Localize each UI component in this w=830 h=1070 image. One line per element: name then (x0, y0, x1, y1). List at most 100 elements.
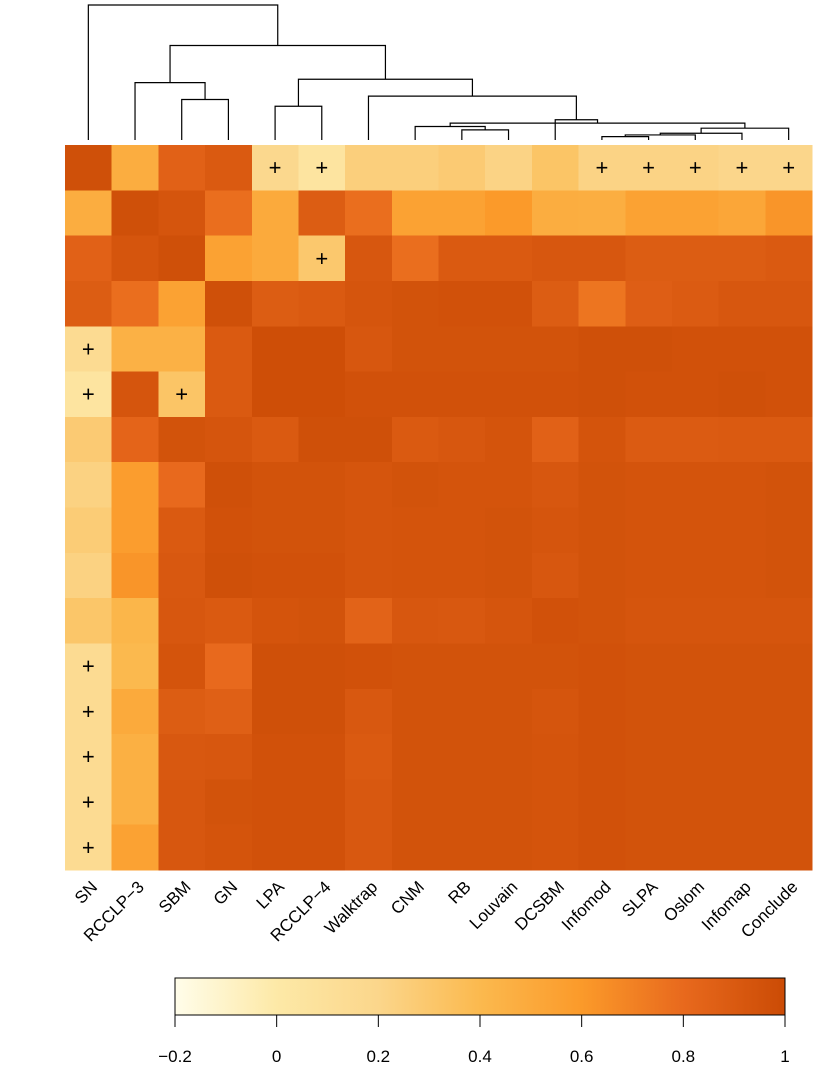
heatmap-cell-r10-c2 (158, 598, 206, 645)
heatmap-cell-r5-c1 (111, 371, 159, 418)
heatmap-cell-r2-c11 (578, 235, 626, 282)
heatmap-cell-r13-c6 (345, 734, 393, 780)
heatmap-cell-r9-c6 (345, 552, 393, 599)
heatmap-cell-r0-c4 (251, 145, 300, 191)
column-dendrogram (87, 4, 790, 140)
heatmap-cell-r5-c8 (438, 371, 486, 418)
heatmap-cell-r12-c4 (251, 688, 300, 735)
heatmap-cell-r14-c13 (671, 779, 720, 826)
column-label-11: Infomod (558, 877, 615, 934)
heatmap-cell-r14-c11 (578, 779, 626, 826)
heatmap-cell-r4-c10 (531, 326, 580, 373)
heatmap-cell-r13-c4 (251, 734, 300, 780)
heatmap-cell-r3-c13 (671, 280, 720, 327)
heatmap-cell-r6-c12 (625, 416, 673, 463)
heatmap-cell-r12-c10 (531, 688, 580, 735)
heatmap-cell-r10-c3 (205, 598, 253, 645)
heatmap-cell-r2-c8 (438, 235, 486, 282)
dendrogram-merge-1 (601, 136, 650, 140)
heatmap-cell-r6-c5 (298, 416, 346, 463)
heatmap-cell-r13-c2 (158, 734, 206, 780)
heatmap-cell-r15-c6 (345, 824, 393, 871)
heatmap-cell-r11-c6 (345, 643, 393, 690)
heatmap-cell-r14-c6 (345, 779, 393, 826)
heatmap-cell-r1-c11 (578, 190, 626, 237)
heatmap-cell-r10-c6 (345, 598, 393, 645)
heatmap-cell-r0-c12 (625, 145, 673, 191)
heatmap-cell-r8-c14 (718, 507, 766, 554)
heatmap-cell-r13-c7 (391, 734, 440, 780)
heatmap-cell-r9-c1 (111, 552, 159, 599)
heatmap-cell-r13-c0 (65, 734, 113, 780)
heatmap-cell-r8-c4 (251, 507, 300, 554)
heatmap-cell-r1-c3 (205, 190, 253, 237)
heatmap-cell-r1-c7 (391, 190, 440, 237)
heatmap-cell-r15-c11 (578, 824, 626, 871)
plus-mark-r15-c0: + (82, 835, 95, 860)
dendrogram-merge-3 (659, 132, 743, 140)
color-key-tick-label-4: 0.6 (570, 1047, 594, 1066)
heatmap-cell-r15-c3 (205, 824, 253, 871)
heatmap-cell-r15-c9 (485, 824, 533, 871)
heatmap-cell-r5-c6 (345, 371, 393, 418)
heatmap-cell-r3-c4 (251, 280, 300, 327)
heatmap-cell-r10-c10 (531, 598, 580, 645)
heatmap-cell-r12-c14 (718, 688, 766, 735)
heatmap-cell-r0-c11 (578, 145, 626, 191)
heatmap-cell-r6-c6 (345, 416, 393, 463)
heatmap-cell-r13-c8 (438, 734, 486, 780)
heatmap-cell-r4-c1 (111, 326, 159, 373)
heatmap-cell-r2-c13 (671, 235, 720, 282)
heatmap-cell-r4-c13 (671, 326, 720, 373)
heatmap-cell-r12-c5 (298, 688, 346, 735)
heatmap-cell-r11-c1 (111, 643, 159, 690)
heatmap-cell-r6-c10 (531, 416, 580, 463)
heatmap-cell-r0-c3 (205, 145, 253, 191)
heatmap-cell-r3-c15 (765, 280, 813, 327)
heatmap-cell-r4-c4 (251, 326, 300, 373)
significance-marks: + + + + + + + + + + + + + + + + (82, 155, 795, 860)
heatmap-cell-r6-c2 (158, 416, 206, 463)
heatmap-cell-r3-c12 (625, 280, 673, 327)
heatmap-cell-r0-c1 (111, 145, 159, 191)
heatmap-cell-r3-c6 (345, 280, 393, 327)
heatmap-cell-r5-c15 (765, 371, 813, 418)
heatmap-cell-r6-c11 (578, 416, 626, 463)
heatmap-cell-r5-c9 (485, 371, 533, 418)
heatmap-cell-r10-c12 (625, 598, 673, 645)
heatmap-cell-r1-c5 (298, 190, 346, 237)
heatmap-cell-r13-c5 (298, 734, 346, 780)
heatmap-cell-r8-c5 (298, 507, 346, 554)
heatmap-cell-r7-c0 (65, 462, 113, 509)
column-label-4: LPA (253, 877, 289, 913)
heatmap-cell-r9-c0 (65, 552, 113, 599)
heatmap-cell-r10-c7 (391, 598, 440, 645)
heatmap-cell-r8-c0 (65, 507, 113, 554)
plus-mark-r0-c15: + (782, 155, 795, 180)
color-key-tick-label-1: 0 (272, 1047, 281, 1066)
heatmap-cell-r13-c12 (625, 734, 673, 780)
heatmap-cell-r2-c3 (205, 235, 253, 282)
heatmap-cell-r1-c14 (718, 190, 766, 237)
plus-mark-r0-c12: + (642, 155, 655, 180)
heatmap-cell-r8-c15 (765, 507, 813, 554)
heatmap-cell-r9-c2 (158, 552, 206, 599)
plus-mark-r5-c2: + (175, 382, 188, 407)
heatmap-cell-r2-c12 (625, 235, 673, 282)
heatmap-cell-r11-c11 (578, 643, 626, 690)
heatmap-cell-r6-c14 (718, 416, 766, 463)
heatmap-cell-r3-c5 (298, 280, 346, 327)
heatmap-cell-r2-c7 (391, 235, 440, 282)
heatmap-cell-r11-c5 (298, 643, 346, 690)
heatmap-cell-r13-c15 (765, 734, 813, 780)
heatmap-cell-r14-c8 (438, 779, 486, 826)
heatmap-cell-r15-c15 (765, 824, 813, 871)
column-label-0: SN (71, 877, 101, 907)
heatmap-cell-r14-c7 (391, 779, 440, 826)
column-label-2: SBM (155, 877, 194, 916)
heatmap-cell-r12-c3 (205, 688, 253, 735)
column-label-3: GN (210, 877, 241, 908)
heatmap-cell-r6-c4 (251, 416, 300, 463)
